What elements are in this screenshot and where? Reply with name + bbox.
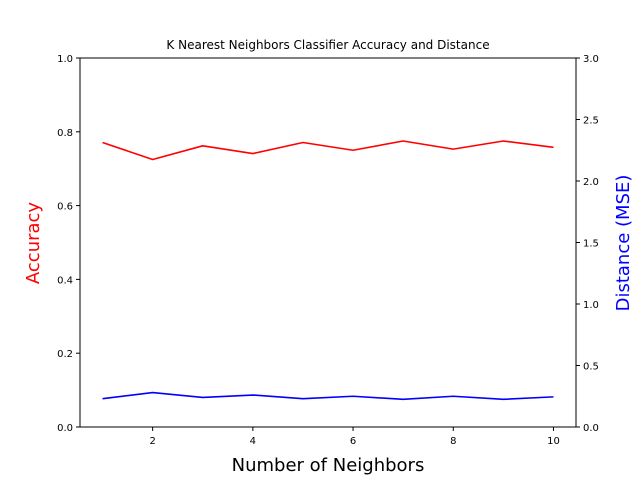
accuracy-series-line: [102, 140, 554, 161]
chart-title: K Nearest Neighbors Classifier Accuracy …: [166, 38, 489, 52]
x-tick-label: 10: [547, 436, 560, 447]
y-right-tick-label: 2.5: [583, 116, 599, 127]
chart-marks: [102, 140, 554, 401]
y-left-tick-label: 0.0: [57, 423, 73, 434]
y-right-tick-label: 3.0: [583, 54, 599, 65]
y-right-tick-label: 1.0: [583, 300, 599, 311]
y-right-tick-label: 0.0: [583, 423, 599, 434]
y-right-tick-label: 2.0: [583, 177, 599, 188]
x-tick-label: 8: [450, 436, 456, 447]
y-right-axis-label: Distance (MSE): [613, 175, 634, 312]
chart-axes: 2 4 6 8 10 0.0 0.2 0.4 0.6 0.8 1.0 0.0 0.5 1.0 1.5 2.0 2…: [57, 54, 599, 447]
y-left-axis-label: Accuracy: [23, 202, 44, 285]
y-left-tick-label: 0.6: [57, 202, 73, 213]
x-tick-label: 6: [350, 436, 356, 447]
x-tick-label: 2: [149, 436, 155, 447]
y-left-tick-label: 0.8: [57, 128, 73, 139]
y-right-tick-label: 0.5: [583, 362, 599, 373]
x-tick-label: 4: [250, 436, 256, 447]
y-left-tick-label: 0.4: [57, 275, 73, 286]
x-axis-label: Number of Neighbors: [232, 455, 425, 476]
y-left-tick-label: 1.0: [57, 54, 73, 65]
y-right-tick-label: 1.5: [583, 239, 599, 250]
distance-series-line: [102, 391, 554, 401]
y-left-tick-label: 0.2: [57, 349, 73, 360]
